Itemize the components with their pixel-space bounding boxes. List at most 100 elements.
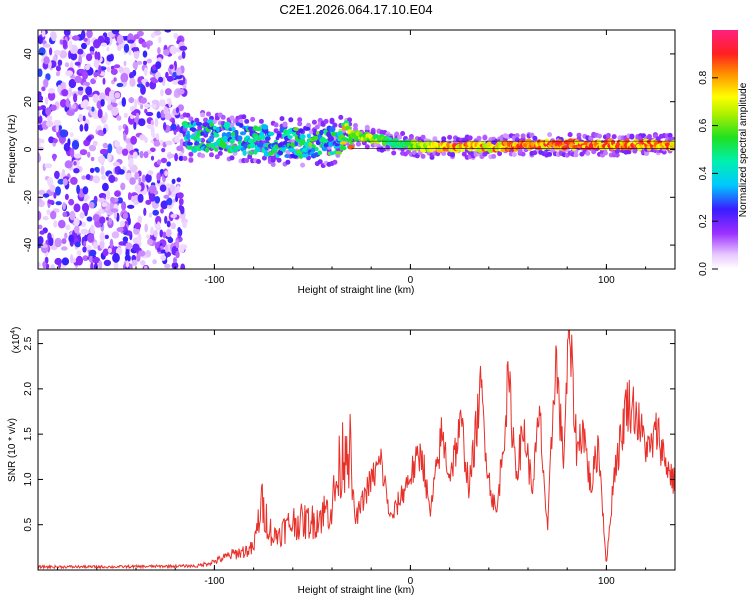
- signal-halo: [200, 153, 206, 159]
- noise-blob: [73, 153, 82, 159]
- signal-halo: [250, 116, 256, 122]
- y-tick-label: 0.5: [23, 517, 34, 531]
- noise-blob: [144, 223, 148, 233]
- snr-frame: [37, 329, 676, 571]
- signal-halo: [529, 132, 535, 138]
- noise-blob: [98, 216, 106, 224]
- noise-blob: [77, 86, 84, 91]
- signal-halo: [576, 132, 582, 138]
- signal-halo: [420, 153, 426, 159]
- snr-axes: -100 0 100 0.5 1.0 1.5 2.0 2.5: [23, 330, 675, 587]
- noise-blob: [39, 230, 45, 235]
- signal-halo: [614, 152, 620, 158]
- noise-blob: [47, 199, 55, 204]
- noise-blob: [61, 238, 67, 245]
- noise-blob: [64, 62, 70, 68]
- noise-blob: [47, 177, 54, 187]
- signal-halo: [447, 134, 453, 140]
- signal-halo: [323, 118, 329, 124]
- noise-blob: [146, 234, 151, 239]
- noise-blob: [38, 115, 43, 124]
- noise-blob: [127, 192, 132, 201]
- noise-blob: [59, 129, 68, 138]
- noise-blob: [128, 72, 135, 79]
- noise-blob: [41, 138, 45, 144]
- noise-blob: [106, 66, 111, 73]
- noise-blob: [38, 138, 42, 144]
- noise-blob: [38, 224, 43, 230]
- noise-blob: [176, 88, 185, 95]
- noise-blob: [38, 111, 41, 117]
- signal-blob: [239, 131, 247, 136]
- noise-blob: [38, 262, 41, 268]
- noise-blob: [156, 221, 161, 230]
- noise-blob: [132, 61, 138, 69]
- noise-blob: [82, 186, 89, 195]
- noise-blob: [134, 184, 142, 192]
- y-tick-label: -40: [23, 237, 34, 252]
- spectrogram-ylabel: Frequency (Hz): [7, 115, 18, 184]
- noise-blob: [158, 36, 162, 43]
- noise-blob: [107, 247, 112, 254]
- signal-blob: [329, 126, 336, 133]
- noise-blob: [93, 59, 100, 68]
- noise-blob: [82, 246, 87, 253]
- signal-halo: [270, 162, 276, 167]
- signal-blob: [349, 140, 354, 145]
- signal-blob: [572, 144, 579, 149]
- noise-blob: [79, 211, 85, 219]
- noise-blob: [50, 210, 57, 220]
- noise-blob: [81, 71, 89, 80]
- noise-blob: [73, 93, 78, 103]
- signal-halo: [188, 151, 194, 157]
- snr-multiplier: (x104): [10, 327, 22, 354]
- x-tick-label: -100: [204, 275, 224, 286]
- noise-blob: [63, 30, 71, 37]
- signal-halo: [214, 154, 220, 160]
- signal-halo: [514, 133, 520, 139]
- noise-blob: [41, 30, 46, 38]
- noise-blob: [164, 30, 172, 33]
- noise-blob: [165, 140, 173, 146]
- noise-blob: [176, 192, 184, 199]
- noise-blob: [133, 49, 140, 60]
- signal-blob: [226, 131, 232, 138]
- noise-blob: [78, 113, 83, 122]
- noise-blob: [171, 178, 176, 184]
- noise-blob: [176, 177, 182, 183]
- noise-blob: [157, 47, 161, 55]
- signal-blob: [306, 133, 311, 139]
- noise-blob: [123, 60, 127, 67]
- signal-blob: [231, 126, 236, 132]
- signal-halo: [520, 151, 526, 157]
- snr-multiplier-base: (x10: [11, 333, 22, 353]
- noise-blob: [153, 229, 158, 238]
- noise-blob: [111, 106, 119, 116]
- noise-blob: [150, 119, 154, 127]
- noise-blob: [164, 113, 172, 120]
- noise-blob: [118, 169, 125, 175]
- noise-blob: [81, 42, 87, 50]
- noise-blob: [66, 109, 75, 116]
- noise-blob: [104, 234, 110, 240]
- noise-blob: [61, 89, 69, 97]
- noise-blob: [128, 49, 132, 56]
- noise-blob: [46, 115, 53, 121]
- signal-blob: [317, 150, 323, 156]
- signal-blob: [195, 121, 203, 127]
- noise-blob: [125, 242, 133, 250]
- noise-blob: [110, 208, 119, 213]
- noise-blob: [60, 82, 65, 90]
- signal-blob: [196, 138, 202, 142]
- noise-blob: [55, 71, 61, 77]
- noise-blob: [107, 104, 113, 111]
- noise-blob: [86, 216, 93, 222]
- noise-blob: [159, 229, 164, 238]
- noise-blob: [165, 71, 169, 79]
- noise-blob: [87, 233, 95, 243]
- y-tick-label: 2.5: [23, 336, 34, 350]
- noise-blob: [161, 147, 166, 153]
- signal-blob: [284, 154, 290, 158]
- signal-halo: [185, 112, 191, 118]
- noise-blob: [117, 44, 122, 52]
